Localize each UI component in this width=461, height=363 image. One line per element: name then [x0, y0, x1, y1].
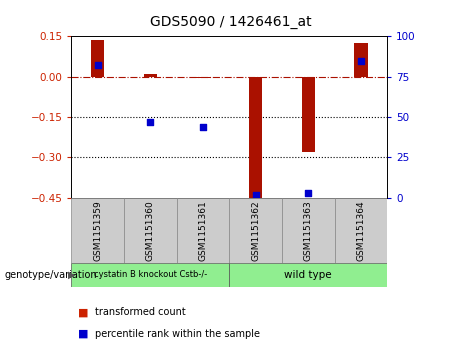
- Text: percentile rank within the sample: percentile rank within the sample: [95, 329, 260, 339]
- Bar: [249, 77, 262, 199]
- Text: genotype/variation: genotype/variation: [5, 270, 97, 280]
- Text: GSM1151363: GSM1151363: [304, 200, 313, 261]
- Text: GDS5090 / 1426461_at: GDS5090 / 1426461_at: [150, 15, 311, 29]
- Point: [147, 119, 154, 125]
- Point: [252, 192, 260, 197]
- Bar: [282, 198, 335, 263]
- Bar: [71, 198, 124, 263]
- Text: GSM1151359: GSM1151359: [93, 200, 102, 261]
- Bar: [335, 198, 387, 263]
- Bar: [229, 198, 282, 263]
- Text: GSM1151362: GSM1151362: [251, 200, 260, 261]
- Text: ■: ■: [78, 329, 89, 339]
- Bar: [196, 77, 210, 78]
- Bar: [177, 198, 229, 263]
- Point: [357, 58, 365, 64]
- Bar: [144, 74, 157, 77]
- Text: ■: ■: [78, 307, 89, 317]
- Text: transformed count: transformed count: [95, 307, 185, 317]
- Text: ▶: ▶: [68, 270, 76, 280]
- Bar: [124, 198, 177, 263]
- Bar: [229, 263, 387, 287]
- Bar: [91, 40, 104, 77]
- Text: GSM1151360: GSM1151360: [146, 200, 155, 261]
- Bar: [71, 263, 229, 287]
- Bar: [355, 43, 367, 77]
- Bar: [301, 77, 315, 152]
- Point: [94, 62, 101, 68]
- Text: GSM1151361: GSM1151361: [199, 200, 207, 261]
- Text: wild type: wild type: [284, 270, 332, 280]
- Point: [199, 124, 207, 130]
- Text: GSM1151364: GSM1151364: [356, 200, 366, 261]
- Point: [305, 190, 312, 196]
- Text: cystatin B knockout Cstb-/-: cystatin B knockout Cstb-/-: [94, 270, 207, 280]
